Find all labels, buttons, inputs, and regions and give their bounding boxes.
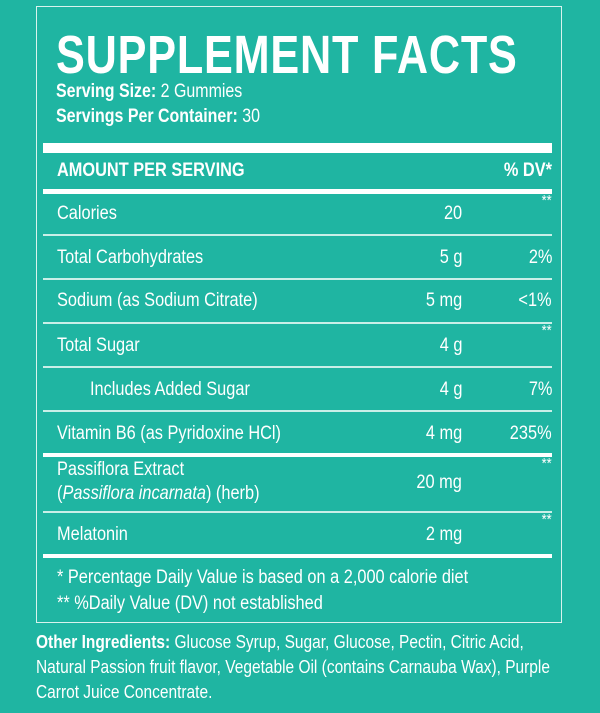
table-row-passiflora: Passiflora Extract (Passiflora incarnata… [43, 455, 552, 512]
row-divider [43, 234, 552, 236]
nutrient-dv: 7% [528, 379, 552, 400]
section-divider [43, 554, 552, 558]
serving-size: Serving Size: 2 Gummies [56, 81, 242, 103]
nutrient-amount: 4 mg [425, 423, 462, 444]
nutrient-dv: ** [541, 192, 552, 209]
nutrient-name: Total Sugar [57, 335, 140, 356]
table-row-total-sugar: Total Sugar 4 g ** [43, 322, 552, 366]
nutrient-name-botanical: (Passiflora incarnata) (herb) [57, 483, 260, 504]
nutrient-dv: ** [541, 455, 552, 472]
table-row-vitamin-b6: Vitamin B6 (as Pyridoxine HCl) 4 mg 235% [43, 412, 552, 454]
other-ingredients: Other Ingredients: Glucose Syrup, Sugar,… [36, 630, 569, 705]
botanical-name: Passiflora incarnata [62, 483, 206, 504]
nutrient-name: Melatonin [57, 524, 128, 545]
footnote-not-established: ** %Daily Value (DV) not established [57, 593, 323, 614]
table-row-sodium: Sodium (as Sodium Citrate) 5 mg <1% [43, 280, 552, 323]
nutrient-amount: 5 g [439, 247, 462, 268]
table-row-total-carbohydrates: Total Carbohydrates 5 g 2% [43, 236, 552, 279]
servings-per-container-value: 30 [242, 106, 261, 127]
nutrient-dv: 235% [510, 423, 552, 444]
footnote-dv: * Percentage Daily Value is based on a 2… [57, 567, 469, 588]
other-ingredients-text: Glucose Syrup, Sugar, Glucose, Pectin, C… [36, 632, 550, 702]
medium-divider [43, 189, 552, 194]
row-divider [43, 322, 552, 324]
nutrient-amount: 4 g [439, 335, 462, 356]
nutrient-amount: 20 [443, 203, 462, 224]
nutrient-amount: 4 g [439, 379, 462, 400]
amount-per-serving-header: AMOUNT PER SERVING [57, 160, 245, 181]
section-divider [43, 453, 552, 457]
servings-per-container: Servings Per Container: 30 [56, 106, 260, 128]
serving-size-value: 2 Gummies [160, 81, 243, 102]
table-row-calories: Calories 20 ** [43, 192, 552, 235]
row-divider [43, 511, 552, 513]
supplement-facts-panel [36, 6, 562, 623]
nutrient-name: Calories [57, 203, 117, 224]
nutrient-dv: ** [541, 511, 552, 528]
nutrient-dv: <1% [518, 290, 552, 311]
table-row-added-sugar: Includes Added Sugar 4 g 7% [43, 368, 552, 410]
page-title: SUPPLEMENT FACTS [56, 25, 518, 85]
nutrient-amount: 5 mg [425, 290, 462, 311]
row-divider [43, 410, 552, 412]
nutrient-name: Includes Added Sugar [90, 379, 250, 400]
table-row-melatonin: Melatonin 2 mg ** [43, 511, 552, 555]
other-ingredients-label: Other Ingredients: [36, 632, 171, 652]
servings-per-container-label: Servings Per Container: [56, 106, 238, 127]
nutrient-name: Sodium (as Sodium Citrate) [57, 290, 258, 311]
row-divider [43, 366, 552, 368]
nutrient-amount: 2 mg [425, 524, 462, 545]
nutrient-name: Total Carbohydrates [57, 247, 204, 268]
nutrient-name: Passiflora Extract [57, 459, 185, 480]
serving-size-label: Serving Size: [56, 81, 157, 102]
dv-header: % DV* [503, 160, 552, 181]
row-divider [43, 278, 552, 280]
nutrient-amount: 20 mg [416, 472, 462, 493]
thick-divider [43, 143, 552, 153]
nutrient-dv: ** [541, 322, 552, 339]
nutrient-name: Vitamin B6 (as Pyridoxine HCl) [57, 423, 282, 444]
nutrient-dv: 2% [528, 247, 552, 268]
